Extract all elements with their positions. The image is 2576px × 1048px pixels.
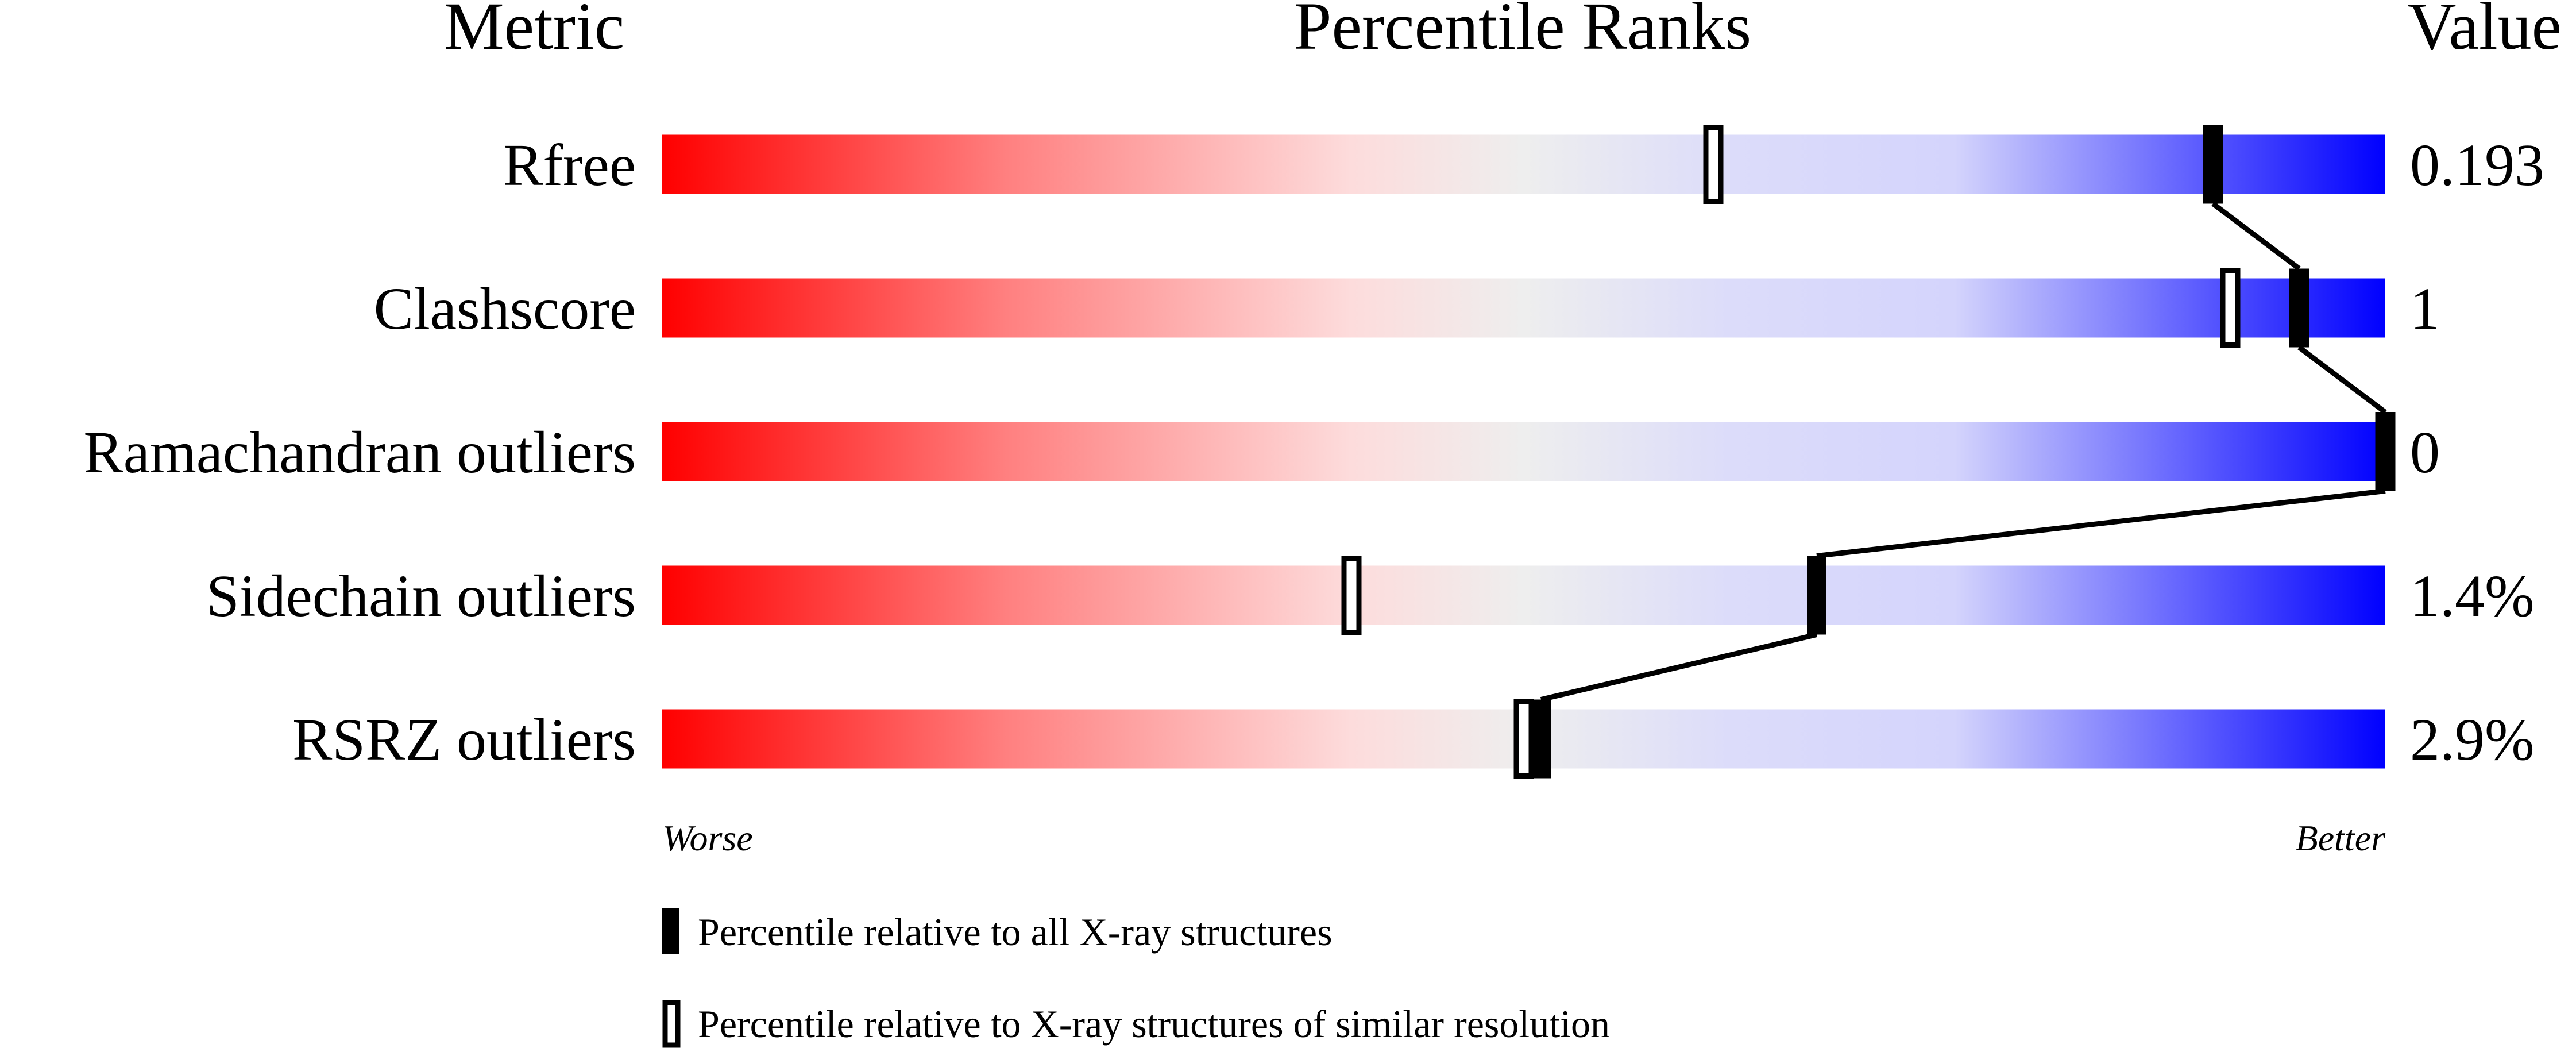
- legend-filled-marker-icon: [662, 908, 679, 954]
- legend-open-label: Percentile relative to X-ray structures …: [698, 1002, 1610, 1046]
- similar-resolution-marker: [1703, 125, 1724, 204]
- metric-label: Sidechain outliers: [206, 563, 636, 629]
- all-structures-marker: [1807, 556, 1826, 635]
- similar-resolution-marker: [1341, 556, 1362, 635]
- percentile-bar: [662, 565, 2385, 625]
- percentile-bar: [662, 278, 2385, 338]
- metric-header: Metric: [444, 0, 625, 64]
- percentile-bar: [662, 422, 2385, 481]
- metric-value: 0: [2410, 419, 2440, 486]
- all-structures-marker: [2376, 412, 2395, 491]
- all-structures-marker: [2203, 125, 2223, 204]
- all-structures-marker: [2289, 268, 2309, 348]
- metric-label: Rfree: [503, 132, 636, 198]
- metric-value: 2.9%: [2410, 707, 2535, 773]
- metric-value: 1: [2410, 276, 2440, 342]
- metric-label: RSRZ outliers: [292, 707, 636, 773]
- metric-value: 1.4%: [2410, 563, 2535, 629]
- legend-open-marker-icon: [662, 1000, 681, 1048]
- metric-label: Clashscore: [374, 276, 636, 342]
- percentile-bar: [662, 134, 2385, 194]
- all-structures-marker: [1531, 699, 1551, 779]
- connector-line: [1540, 632, 1818, 702]
- connector-line: [1816, 488, 2386, 558]
- better-label: Better: [2296, 818, 2386, 858]
- connector-line: [2297, 345, 2387, 415]
- metric-label: Ramachandran outliers: [83, 419, 636, 486]
- similar-resolution-marker: [1513, 699, 1534, 779]
- value-header: Value: [2407, 0, 2562, 64]
- similar-resolution-marker: [2220, 268, 2241, 348]
- connector-line: [2211, 201, 2301, 271]
- percentile-ranks-header: Percentile Ranks: [1294, 0, 1751, 64]
- worse-label: Worse: [662, 818, 753, 858]
- legend-filled-label: Percentile relative to all X-ray structu…: [698, 910, 1333, 954]
- metric-value: 0.193: [2410, 132, 2544, 198]
